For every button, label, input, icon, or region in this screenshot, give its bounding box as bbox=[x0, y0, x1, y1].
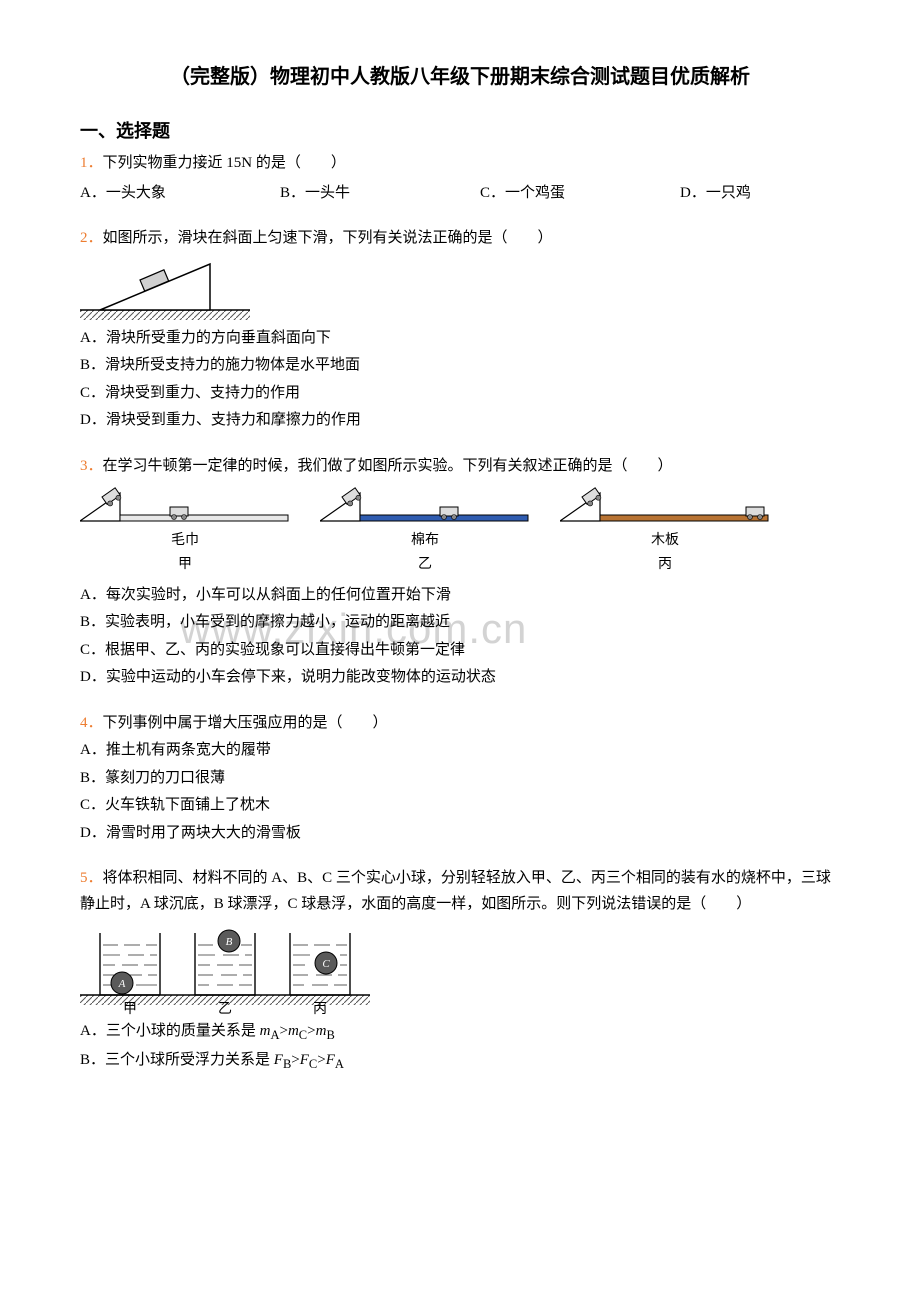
svg-text:A: A bbox=[118, 978, 126, 990]
fig-sub-3: 丙 bbox=[560, 553, 770, 577]
opt-3-d: D．实验中运动的小车会停下来，说明力能改变物体的运动状态 bbox=[80, 665, 840, 691]
question-5: 5．将体积相同、材料不同的 A、B、C 三个实心小球，分别轻轻放入甲、乙、丙三个… bbox=[80, 866, 840, 1076]
fig-sub-2: 乙 bbox=[320, 553, 530, 577]
qnum-2: 2． bbox=[80, 230, 103, 246]
opt-3-c: C．根据甲、乙、丙的实验现象可以直接得出牛顿第一定律 bbox=[80, 638, 840, 664]
qnum-5: 5． bbox=[80, 870, 103, 886]
qtext-2: 如图所示，滑块在斜面上匀速下滑，下列有关说法正确的是（ ） bbox=[103, 230, 553, 246]
svg-text:B: B bbox=[226, 936, 233, 948]
fig-label-towel: 毛巾 bbox=[80, 529, 290, 553]
question-3: 3．在学习牛顿第一定律的时候，我们做了如图所示实验。下列有关叙述正确的是（ ） … bbox=[80, 454, 840, 691]
svg-text:C: C bbox=[322, 958, 330, 970]
qtext-4: 下列事例中属于增大压强应用的是（ ） bbox=[103, 715, 388, 731]
qtext-3: 在学习牛顿第一定律的时候，我们做了如图所示实验。下列有关叙述正确的是（ ） bbox=[103, 458, 673, 474]
fig-sub-1: 甲 bbox=[80, 553, 290, 577]
question-2: 2．如图所示，滑块在斜面上匀速下滑，下列有关说法正确的是（ ） A．滑块所受重力… bbox=[80, 226, 840, 434]
figure-beakers: A B bbox=[80, 925, 840, 1015]
opt-4-d: D．滑雪时用了两块大大的滑雪板 bbox=[80, 821, 840, 847]
fig-towel: 毛巾 甲 bbox=[80, 487, 290, 577]
qtext-1: 下列实物重力接近 15N 的是（ ） bbox=[103, 155, 346, 171]
beaker-label-3: 丙 bbox=[313, 1002, 327, 1015]
section-heading: 一、选择题 bbox=[80, 117, 840, 143]
options-3: A．每次实验时，小车可以从斜面上的任何位置开始下滑 B．实验表明，小车受到的摩擦… bbox=[80, 583, 840, 691]
beaker-label-2: 乙 bbox=[218, 1001, 232, 1015]
fig-cotton: 棉布 乙 bbox=[320, 487, 530, 577]
qtext-5: 将体积相同、材料不同的 A、B、C 三个实心小球，分别轻轻放入甲、乙、丙三个相同… bbox=[80, 870, 831, 912]
page-title: （完整版）物理初中人教版八年级下册期末综合测试题目优质解析 bbox=[80, 60, 840, 89]
opt-4-a: A．推土机有两条宽大的履带 bbox=[80, 738, 840, 764]
fig-wood: 木板 丙 bbox=[560, 487, 770, 577]
opt-2-d: D．滑块受到重力、支持力和摩擦力的作用 bbox=[80, 408, 840, 434]
options-1: A．一头大象 B．一头牛 C．一个鸡蛋 D．一只鸡 bbox=[80, 181, 840, 207]
opt-1-a: A．一头大象 bbox=[80, 181, 240, 207]
options-4: A．推土机有两条宽大的履带 B．篆刻刀的刀口很薄 C．火车铁轨下面铺上了枕木 D… bbox=[80, 738, 840, 846]
opt-1-c: C．一个鸡蛋 bbox=[480, 181, 640, 207]
incline-svg bbox=[80, 258, 250, 320]
options-2: A．滑块所受重力的方向垂直斜面向下 B．滑块所受支持力的施力物体是水平地面 C．… bbox=[80, 326, 840, 434]
figures-3: 毛巾 甲 棉布 乙 木板 丙 bbox=[80, 487, 840, 577]
qnum-3: 3． bbox=[80, 458, 103, 474]
opt-2-a: A．滑块所受重力的方向垂直斜面向下 bbox=[80, 326, 840, 352]
fig-label-wood: 木板 bbox=[560, 529, 770, 553]
figure-incline bbox=[80, 258, 840, 320]
beaker-label-1: 甲 bbox=[123, 1002, 137, 1015]
fig-label-cotton: 棉布 bbox=[320, 529, 530, 553]
opt-3-b: B．实验表明，小车受到的摩擦力越小，运动的距离越近 bbox=[80, 610, 840, 636]
opt-4-c: C．火车铁轨下面铺上了枕木 bbox=[80, 793, 840, 819]
opt-5-a: A．三个小球的质量关系是 mA>mC>mB bbox=[80, 1019, 840, 1046]
opt-4-b: B．篆刻刀的刀口很薄 bbox=[80, 766, 840, 792]
qnum-1: 1． bbox=[80, 155, 103, 171]
opt-1-b: B．一头牛 bbox=[280, 181, 440, 207]
opt-5-b: B．三个小球所受浮力关系是 FB>FC>FA bbox=[80, 1048, 840, 1075]
options-5: A．三个小球的质量关系是 mA>mC>mB B．三个小球所受浮力关系是 FB>F… bbox=[80, 1019, 840, 1076]
opt-3-a: A．每次实验时，小车可以从斜面上的任何位置开始下滑 bbox=[80, 583, 840, 609]
opt-2-c: C．滑块受到重力、支持力的作用 bbox=[80, 381, 840, 407]
question-4: 4．下列事例中属于增大压强应用的是（ ） A．推土机有两条宽大的履带 B．篆刻刀… bbox=[80, 711, 840, 847]
opt-1-d: D．一只鸡 bbox=[680, 181, 840, 207]
question-1: 1．下列实物重力接近 15N 的是（ ） A．一头大象 B．一头牛 C．一个鸡蛋… bbox=[80, 151, 840, 206]
qnum-4: 4． bbox=[80, 715, 103, 731]
opt-2-b: B．滑块所受支持力的施力物体是水平地面 bbox=[80, 353, 840, 379]
